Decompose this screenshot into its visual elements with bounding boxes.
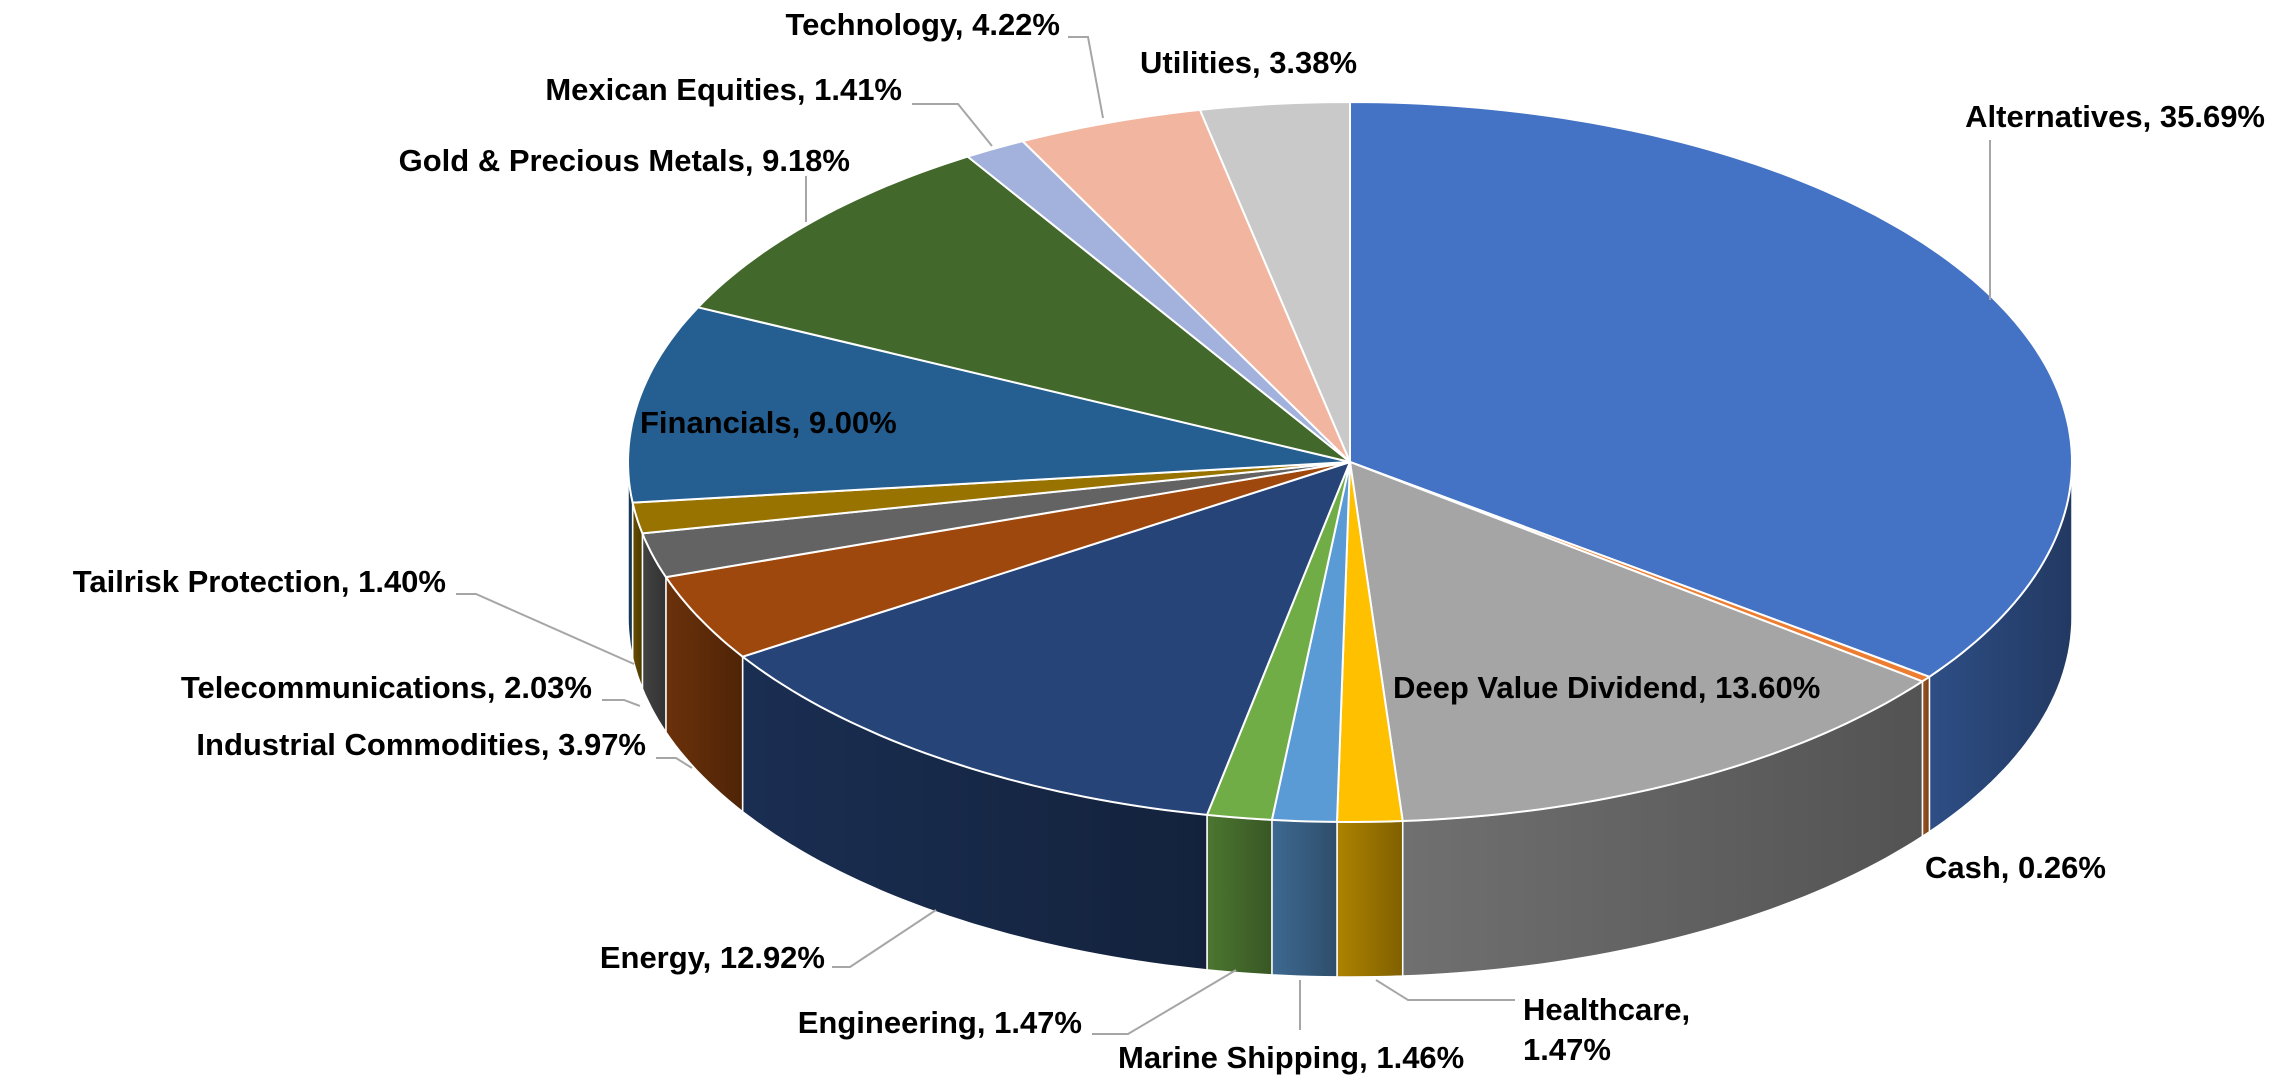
slice-telecommunications [641,461,1351,579]
pie-side-walls [627,461,2073,978]
data-label-utilities: Utilities, 3.38% [1140,45,1357,80]
pie-top-faces [627,101,2073,823]
slice-deep-value-dividend [1349,461,1924,822]
data-label-cash: Cash, 0.26% [1925,850,2106,885]
data-label-engineering: Engineering, 1.47% [798,1005,1082,1040]
leader-tailrisk-protection [456,593,635,665]
data-label-industrial-commodities: Industrial Commodities, 3.97% [196,727,646,762]
data-label-gold-and-precious-metals: Gold & Precious Metals, 9.18% [399,143,850,178]
data-label-alternatives: Alternatives, 35.69% [1965,99,2265,134]
data-label-telecommunications: Telecommunications, 2.03% [181,670,592,705]
label-leader-lines [456,36,1991,1035]
data-label-healthcare-line-2: 1.47% [1523,1032,1611,1067]
slice-energy [741,461,1351,816]
data-label-marine-shipping: Marine Shipping, 1.46% [1118,1040,1464,1075]
slice-alternatives [1349,101,2073,678]
data-label-deep-value-dividend: Deep Value Dividend, 13.60% [1393,670,1820,705]
data-label-tailrisk-protection: Tailrisk Protection, 1.40% [73,564,446,599]
leader-telecommunications [602,699,641,707]
data-labels: Alternatives, 35.69% Cash, 0.26% Deep Valu… [73,7,2265,1075]
data-label-technology: Technology, 4.22% [786,7,1060,42]
slice-industrial-commodities [664,461,1351,658]
data-label-healthcare-line-1: Healthcare, [1523,992,1690,1027]
slice-utilities [1199,101,1351,463]
side-wall-cash [1921,675,1931,838]
leader-technology [1068,36,1104,119]
slice-tailrisk-protection [631,461,1351,535]
side-wall-marine-shipping [1271,819,1338,978]
slice-mexican-equities [966,140,1351,463]
data-label-healthcare: Healthcare, 1.47% [1523,992,1690,1067]
leader-mexican-equities [912,103,993,147]
slice-financials [627,306,1351,504]
leader-engineering [1092,969,1237,1035]
side-wall-healthcare [1336,820,1404,978]
leader-industrial-commodities [656,757,693,769]
data-label-energy: Energy, 12.92% [600,940,825,975]
data-label-mexican-equities: Mexican Equities, 1.41% [545,72,902,107]
side-wall-engineering [1206,814,1273,976]
data-label-financials: Financials, 9.00% [640,405,897,440]
leader-energy [832,909,937,968]
slice-technology [1021,108,1351,463]
slice-healthcare [1336,461,1404,823]
leader-healthcare [1375,979,1515,1001]
slice-gold-and-precious-metals [697,155,1351,463]
